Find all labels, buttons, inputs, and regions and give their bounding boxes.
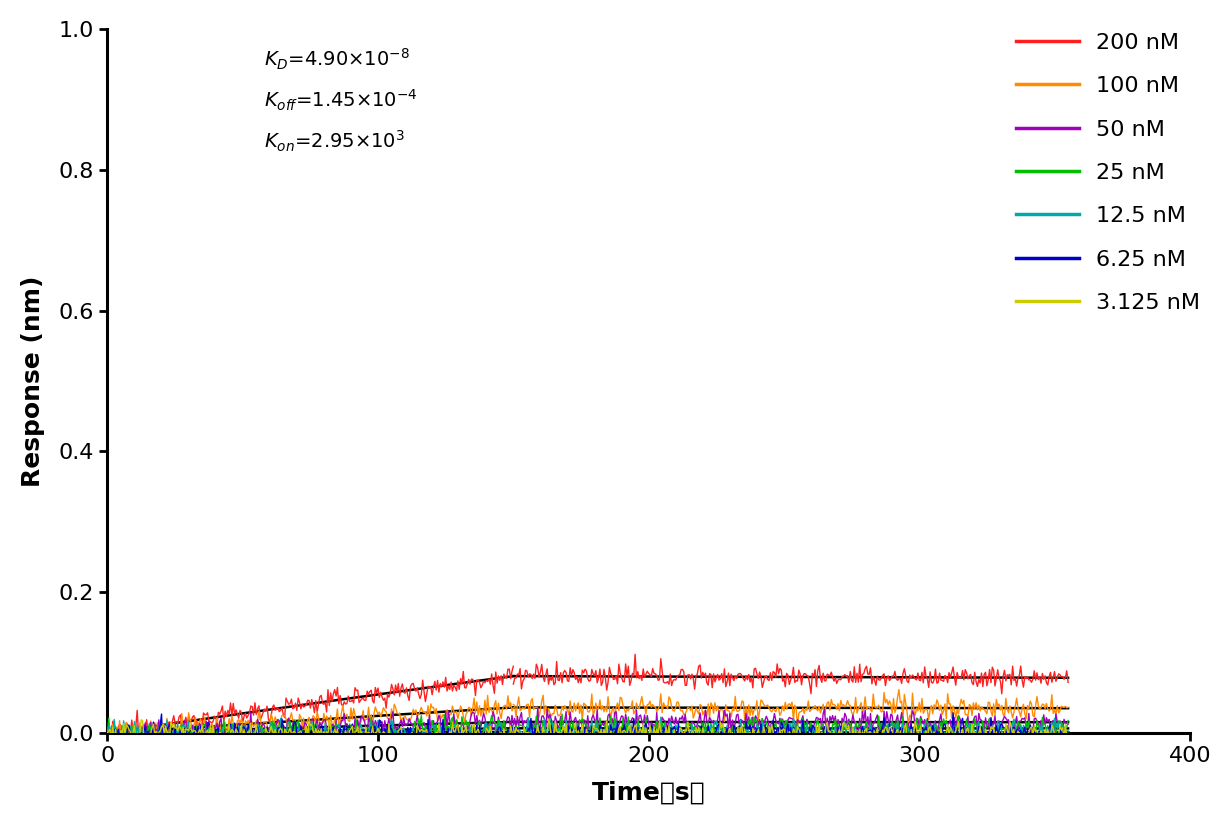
Y-axis label: Response (nm): Response (nm): [21, 276, 44, 487]
Legend: 200 nM, 100 nM, 50 nM, 25 nM, 12.5 nM, 6.25 nM, 3.125 nM: 200 nM, 100 nM, 50 nM, 25 nM, 12.5 nM, 6…: [1016, 33, 1200, 313]
X-axis label: Time（s）: Time（s）: [591, 780, 706, 804]
Text: $K_D$=4.90×10$^{-8}$
$K_{off}$=1.45×10$^{-4}$
$K_{on}$=2.95×10$^{3}$: $K_D$=4.90×10$^{-8}$ $K_{off}$=1.45×10$^…: [265, 46, 418, 153]
